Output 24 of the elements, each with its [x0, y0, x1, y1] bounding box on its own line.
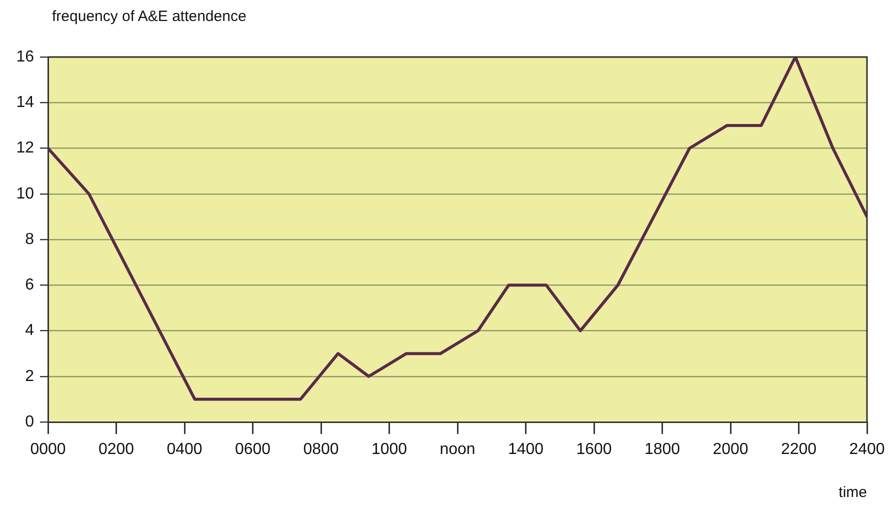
- x-tick-label: 0000: [30, 441, 66, 458]
- x-tick-label: 0400: [166, 441, 202, 458]
- y-tick-label: 0: [25, 413, 34, 430]
- y-tick-label: 8: [25, 230, 34, 248]
- y-tick-label: 6: [25, 276, 34, 294]
- y-tick-label: 14: [16, 94, 34, 112]
- x-tick-label: 0800: [303, 441, 339, 458]
- x-tick-label: 1000: [371, 441, 408, 458]
- y-tick-label: 4: [25, 322, 34, 340]
- y-tick-label: 12: [16, 140, 34, 157]
- y-tick-label: 10: [16, 185, 34, 202]
- y-tick-label: 16: [16, 48, 34, 66]
- x-tick-label: 1400: [508, 441, 544, 458]
- x-tick-label: 0200: [98, 441, 134, 458]
- x-tick-label: 2400: [849, 441, 885, 458]
- x-tick-label: 1600: [576, 441, 612, 458]
- x-axis-title: time: [838, 484, 867, 501]
- x-tick-label: 2200: [780, 441, 817, 458]
- x-tick-label: 0600: [234, 441, 271, 458]
- y-axis-title: frequency of A&E attendence: [52, 8, 246, 25]
- x-tick-label: noon: [440, 441, 476, 458]
- y-tick-label: 2: [25, 368, 34, 385]
- x-tick-label: 2000: [712, 441, 748, 458]
- x-tick-label: 1800: [644, 441, 680, 458]
